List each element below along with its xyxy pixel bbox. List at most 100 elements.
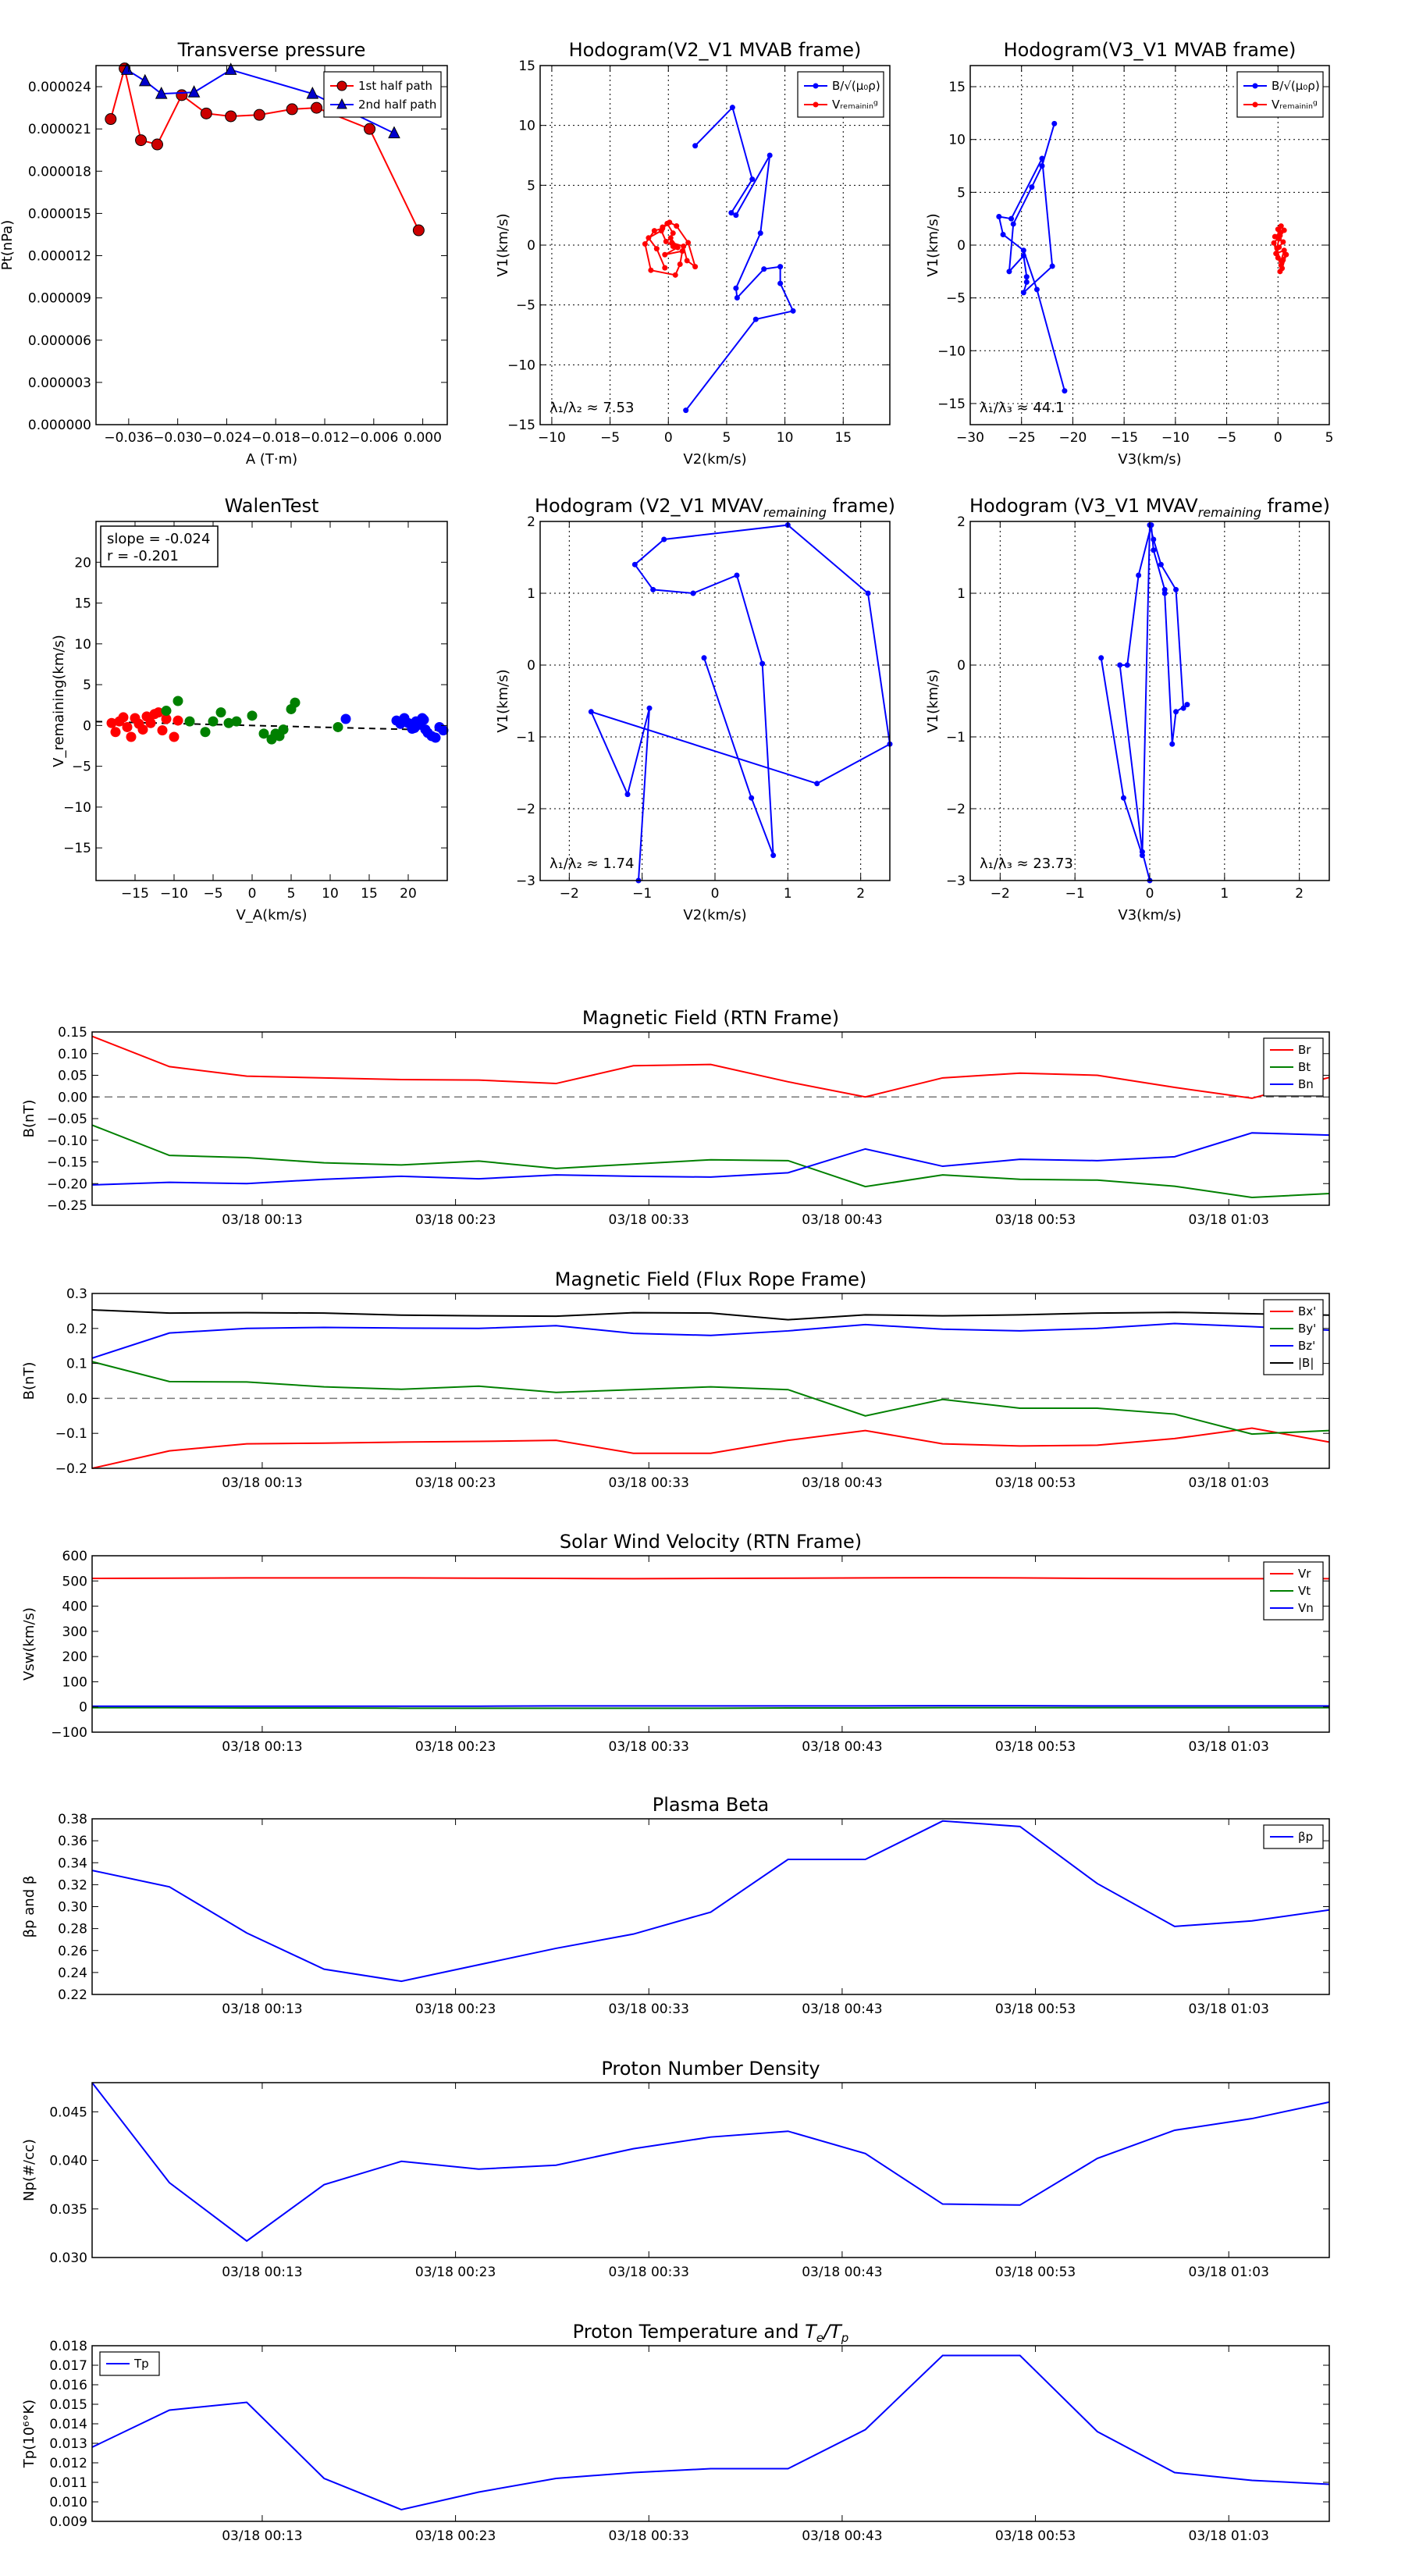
- y-tick-label: 0.017: [49, 2358, 87, 2374]
- series-line-0: [1100, 525, 1188, 881]
- y-tick-label: 0.000024: [28, 80, 91, 95]
- chart-transverse-pressure: Transverse pressure−0.036 −0.030 −0.024 −0.…: [0, 39, 448, 468]
- chart-title: Solar Wind Velocity (RTN Frame): [560, 1531, 862, 1553]
- legend-label: Bz': [1298, 1339, 1315, 1353]
- legend-label: Vn: [1298, 1601, 1314, 1615]
- y-tick-label: 0.015: [49, 2397, 87, 2413]
- y-tick-label: 0.014: [49, 2417, 87, 2432]
- data-point: [430, 732, 441, 743]
- y-tick-label: 0.22: [58, 1987, 87, 2003]
- data-point: [1275, 254, 1281, 261]
- data-point: [677, 262, 683, 268]
- y-tick-label: 0.000009: [28, 291, 91, 307]
- x-tick-label: 03/18 00:23: [415, 2528, 496, 2544]
- y-tick-label: 0: [79, 1700, 87, 1716]
- x-tick-label: 15: [834, 430, 852, 446]
- x-tick-label: 03/18 00:23: [415, 2001, 496, 2017]
- x-tick-label: 15: [361, 886, 378, 902]
- y-tick-label: −1: [946, 730, 966, 745]
- data-point: [1010, 221, 1016, 227]
- stats-text: r = -0.201: [107, 548, 179, 564]
- y-tick-label: 0.26: [58, 1944, 87, 1959]
- y-tick-label: −1: [516, 730, 535, 745]
- chart-title: Plasma Beta: [653, 1794, 769, 1816]
- data-point: [153, 707, 164, 718]
- data-point: [118, 712, 129, 723]
- chart-title: Hodogram (V3_V1 MVAVremaining frame): [969, 495, 1330, 520]
- data-point: [135, 134, 148, 147]
- y-tick-label: 0.045: [49, 2105, 87, 2120]
- chart-title: Magnetic Field (Flux Rope Frame): [555, 1268, 866, 1290]
- y-tick-label: 0.000018: [28, 164, 91, 180]
- x-tick-label: −15: [1110, 430, 1138, 446]
- x-tick-label: 03/18 00:53: [995, 1212, 1076, 1228]
- data-point: [1278, 223, 1284, 229]
- x-tick-label: 5: [1325, 430, 1334, 446]
- legend-label: 1st half path: [358, 79, 432, 93]
- y-tick-label: −0.15: [47, 1155, 87, 1171]
- x-tick-label: 03/18 01:03: [1189, 2265, 1269, 2280]
- chart-title-sub: p: [841, 2331, 849, 2345]
- x-tick-label: 5: [287, 886, 296, 902]
- data-point: [1029, 184, 1035, 190]
- data-point: [734, 294, 740, 301]
- y-tick-label: −100: [51, 1725, 87, 1741]
- y-tick-label: 0.3: [66, 1286, 87, 1302]
- data-point: [200, 107, 212, 119]
- y-tick-label: 5: [527, 178, 535, 194]
- y-axis-label: Tp(10⁶°K): [21, 2400, 37, 2468]
- data-point: [767, 152, 773, 158]
- legend-marker: [1252, 101, 1258, 108]
- data-point: [1124, 662, 1130, 668]
- x-axis-label: A (T·m): [246, 451, 297, 468]
- data-point: [1023, 279, 1030, 285]
- y-tick-label: 0: [957, 238, 966, 254]
- series-line-0: [91, 1820, 1330, 1983]
- x-axis-label: V2(km/s): [683, 907, 746, 923]
- legend-label: B/√(μ₀ρ): [1272, 79, 1320, 93]
- data-point: [642, 240, 648, 247]
- y-tick-label: 20: [74, 555, 91, 571]
- data-point: [734, 572, 740, 578]
- data-point: [996, 213, 1002, 219]
- data-point: [1051, 120, 1058, 126]
- data-point: [1184, 702, 1190, 708]
- series-line-0: [685, 105, 795, 411]
- legend-label: Bn: [1298, 1077, 1314, 1091]
- chart-mag-field-fluxrope: Magnetic Field (Flux Rope Frame) 03/18 00…: [21, 1268, 1330, 1491]
- data-point: [752, 316, 759, 322]
- data-point: [409, 723, 420, 733]
- x-tick-label: 03/18 00:13: [222, 1475, 302, 1491]
- data-point: [364, 123, 376, 135]
- data-point: [661, 536, 667, 543]
- y-axis-label: Pt(nPa): [0, 220, 16, 270]
- data-point: [161, 706, 172, 717]
- data-point: [1273, 251, 1279, 257]
- x-tick-label: 03/18 01:03: [1189, 1212, 1269, 1228]
- data-point: [173, 715, 183, 726]
- data-point: [728, 210, 735, 216]
- eigenvalue-ratio: λ₁/λ₂ ≈ 7.53: [550, 400, 634, 416]
- legend-marker: [1252, 83, 1258, 89]
- legend-marker: [336, 98, 347, 109]
- y-tick-label: 0.28: [58, 1922, 87, 1937]
- x-tick-label: −0.012: [301, 430, 350, 446]
- y-tick-label: 5: [83, 678, 91, 693]
- y-axis-label: V1(km/s): [925, 213, 941, 276]
- y-tick-label: 0.24: [58, 1966, 87, 1981]
- y-tick-label: −10: [507, 358, 535, 373]
- legend-box: [323, 71, 442, 118]
- x-tick-label: 2: [856, 886, 865, 902]
- x-tick-label: 03/18 00:33: [609, 2265, 689, 2280]
- data-point: [151, 138, 163, 151]
- data-point: [651, 228, 657, 234]
- x-tick-label: 03/18 00:23: [415, 1739, 496, 1755]
- y-tick-label: 0.016: [49, 2378, 87, 2393]
- x-tick-label: 03/18 00:33: [609, 2528, 689, 2544]
- data-point: [278, 724, 289, 735]
- x-axis-label: V3(km/s): [1118, 907, 1181, 923]
- data-point: [1151, 536, 1157, 543]
- y-tick-label: 0.2: [66, 1322, 87, 1337]
- data-point: [733, 212, 739, 219]
- stats-box: [100, 525, 219, 568]
